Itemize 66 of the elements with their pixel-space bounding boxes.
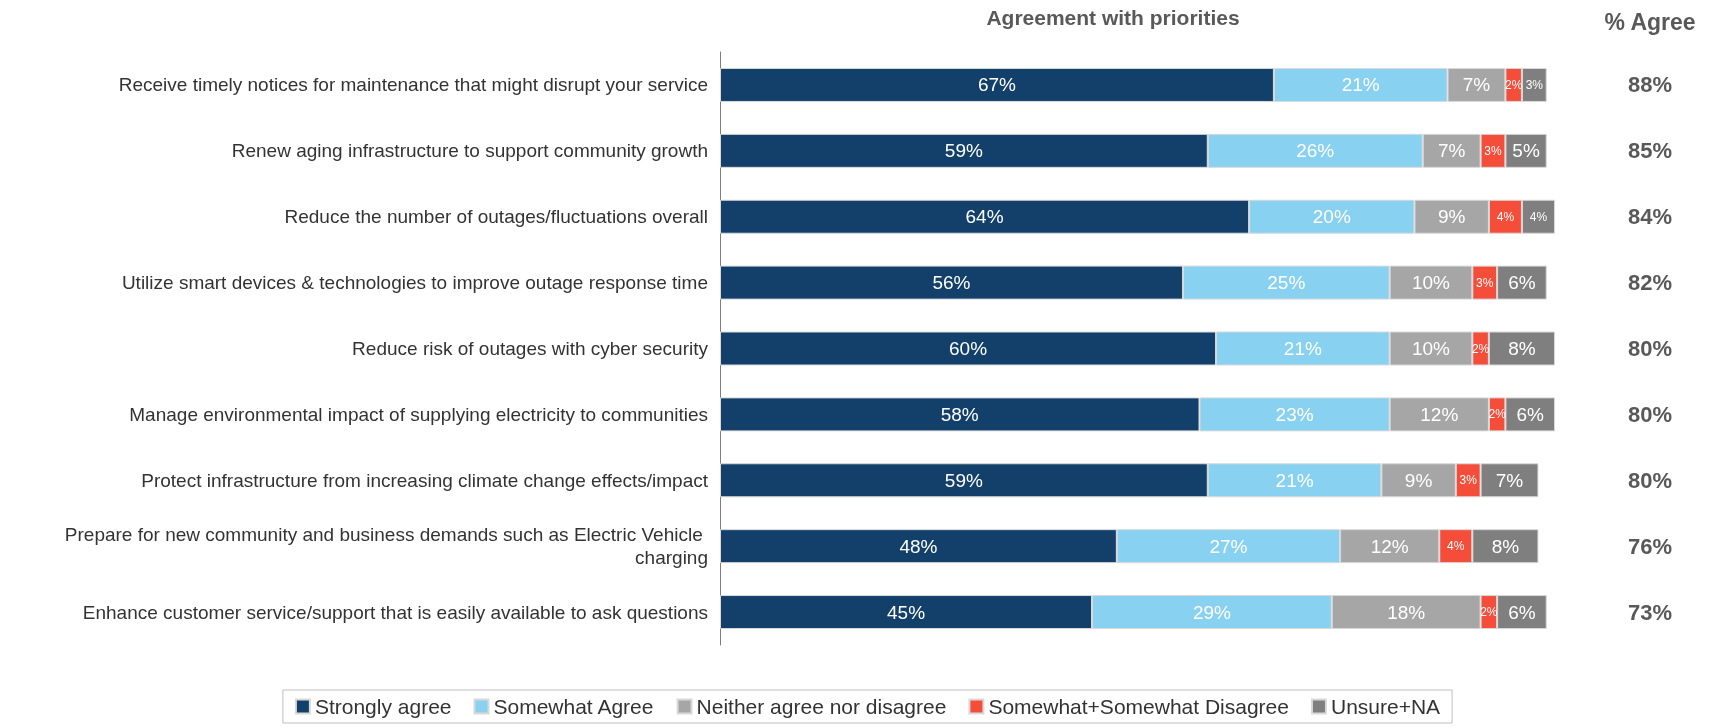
data-label: 29% <box>1192 601 1232 623</box>
data-label: 59% <box>944 469 983 491</box>
text: 85% <box>1627 138 1673 164</box>
data-label: 59% <box>944 140 983 162</box>
text: 80% <box>1627 336 1673 361</box>
data-label: 8% <box>1508 338 1536 359</box>
data-label: 6% <box>1508 601 1536 623</box>
data-label: 7% <box>1495 469 1524 491</box>
data-label: 56% <box>932 272 971 294</box>
data-label: 3% <box>1484 143 1502 158</box>
y-tick-label: Prepare for new community and business demands such as Electric Vehicle charging <box>64 524 708 569</box>
data-label: 25% <box>1267 272 1306 294</box>
data-label: 9% <box>1404 469 1433 491</box>
text: 82% <box>1627 270 1673 296</box>
data-label: 21% <box>1275 469 1314 491</box>
data-label: 20% <box>1312 206 1351 228</box>
text: 80% <box>1627 401 1673 427</box>
data-label: 3% <box>1459 473 1478 488</box>
data-label: 21% <box>1283 338 1322 359</box>
data-label: 23% <box>1275 403 1314 425</box>
text: % Agree <box>1604 9 1696 35</box>
legend-label: Neither agree nor disagree <box>696 695 947 718</box>
data-label: 26% <box>1296 140 1335 162</box>
data-label: 10% <box>1411 272 1451 294</box>
text: 80% <box>1627 467 1673 493</box>
legend-label: Unsure+NA <box>1330 695 1441 718</box>
data-label: 12% <box>1420 403 1459 425</box>
y-tick-label: Manage environmental impact of supplying electricity to communities <box>129 403 708 425</box>
data-label: 60% <box>949 338 988 359</box>
y-tick-label: Enhance customer service/support that is easily available to ask questions <box>82 601 708 623</box>
chart-title: Agreement with priorities <box>986 6 1240 29</box>
data-label: 21% <box>1341 74 1380 96</box>
data-label: 4% <box>1447 539 1465 554</box>
y-tick-label: Reduce risk of outages with cyber security <box>352 338 709 359</box>
data-label: 12% <box>1370 535 1409 557</box>
data-label: 3% <box>1525 77 1544 92</box>
text: 88% <box>1627 72 1673 98</box>
legend-label: Strongly agree <box>314 695 452 718</box>
data-label: 64% <box>965 206 1004 228</box>
data-label: 3% <box>1476 275 1494 290</box>
data-label: 8% <box>1491 535 1520 557</box>
data-label: 9% <box>1437 206 1466 228</box>
data-label: 7% <box>1462 74 1491 96</box>
data-label: 67% <box>977 74 1017 96</box>
y-tick-label: Receive timely notices for maintenance that might disrupt your service <box>118 74 708 96</box>
text: 76% <box>1627 533 1673 559</box>
data-label: 6% <box>1508 272 1536 294</box>
data-label: 58% <box>940 403 979 425</box>
y-tick-label: Reduce the number of outages/fluctuations overall <box>284 206 708 228</box>
data-label: 5% <box>1512 140 1540 162</box>
text: 73% <box>1627 599 1673 625</box>
y-tick-label: Renew aging infrastructure to support community growth <box>231 140 708 162</box>
data-label: 4% <box>1529 209 1548 224</box>
legend-label: Somewhat+Somewhat Disagree <box>988 695 1289 718</box>
data-label: 7% <box>1437 140 1466 162</box>
data-label: 45% <box>887 601 926 623</box>
text: 84% <box>1627 204 1673 230</box>
data-label: 10% <box>1411 338 1451 359</box>
data-label: 48% <box>899 535 938 557</box>
y-tick-label: Utilize smart devices & technologies to improve outage response time <box>121 272 708 294</box>
data-label: 4% <box>1496 209 1515 224</box>
data-label: 18% <box>1387 601 1426 623</box>
data-label: 27% <box>1209 535 1248 557</box>
legend-label: Somewhat Agree <box>493 695 654 718</box>
y-tick-label: Protect infrastructure from increasing climate change effects/impact <box>141 469 709 491</box>
data-label: 6% <box>1516 403 1545 425</box>
